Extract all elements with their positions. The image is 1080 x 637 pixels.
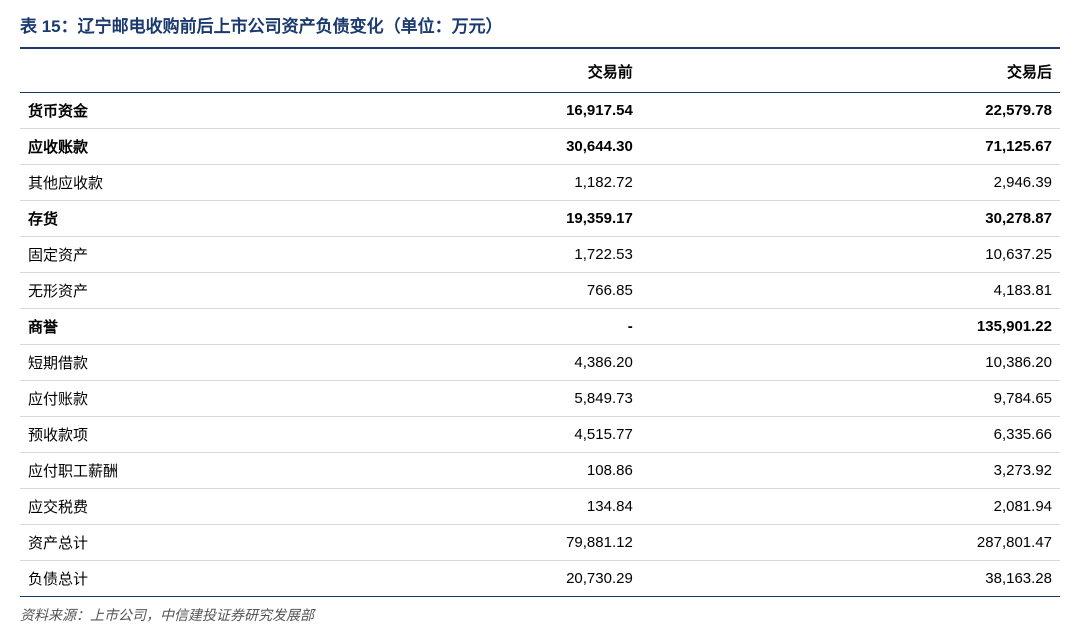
table-row: 其他应收款1,182.722,946.39 — [20, 165, 1060, 201]
source-attribution: 资料来源：上市公司，中信建投证券研究发展部 — [20, 597, 1060, 625]
table-row: 短期借款4,386.2010,386.20 — [20, 345, 1060, 381]
row-after-value: 3,273.92 — [641, 453, 1060, 489]
table-row: 固定资产1,722.5310,637.25 — [20, 237, 1060, 273]
row-after-value: 9,784.65 — [641, 381, 1060, 417]
row-before-value: 108.86 — [260, 453, 641, 489]
row-label: 应收账款 — [20, 129, 260, 165]
row-after-value: 30,278.87 — [641, 201, 1060, 237]
row-before-value: 19,359.17 — [260, 201, 641, 237]
row-before-value: 766.85 — [260, 273, 641, 309]
row-before-value: 4,386.20 — [260, 345, 641, 381]
row-after-value: 6,335.66 — [641, 417, 1060, 453]
financial-table: 交易前 交易后 货币资金16,917.5422,579.78应收账款30,644… — [20, 51, 1060, 597]
row-label: 短期借款 — [20, 345, 260, 381]
table-header-row: 交易前 交易后 — [20, 51, 1060, 93]
col-header-before: 交易前 — [260, 51, 641, 93]
row-before-value: - — [260, 309, 641, 345]
row-label: 应交税费 — [20, 489, 260, 525]
row-label: 负债总计 — [20, 561, 260, 597]
row-label: 无形资产 — [20, 273, 260, 309]
row-before-value: 1,182.72 — [260, 165, 641, 201]
table-row: 货币资金16,917.5422,579.78 — [20, 93, 1060, 129]
row-after-value: 287,801.47 — [641, 525, 1060, 561]
col-header-after: 交易后 — [641, 51, 1060, 93]
row-after-value: 4,183.81 — [641, 273, 1060, 309]
row-label: 货币资金 — [20, 93, 260, 129]
row-after-value: 71,125.67 — [641, 129, 1060, 165]
row-after-value: 2,081.94 — [641, 489, 1060, 525]
row-before-value: 30,644.30 — [260, 129, 641, 165]
row-label: 预收款项 — [20, 417, 260, 453]
row-label: 应付账款 — [20, 381, 260, 417]
row-label: 商誉 — [20, 309, 260, 345]
table-title: 表 15：辽宁邮电收购前后上市公司资产负债变化（单位：万元） — [20, 12, 1060, 49]
row-label: 存货 — [20, 201, 260, 237]
row-label: 资产总计 — [20, 525, 260, 561]
table-row: 应收账款30,644.3071,125.67 — [20, 129, 1060, 165]
row-after-value: 10,386.20 — [641, 345, 1060, 381]
row-before-value: 1,722.53 — [260, 237, 641, 273]
row-before-value: 5,849.73 — [260, 381, 641, 417]
row-after-value: 2,946.39 — [641, 165, 1060, 201]
table-row: 资产总计79,881.12287,801.47 — [20, 525, 1060, 561]
row-before-value: 79,881.12 — [260, 525, 641, 561]
table-row: 无形资产766.854,183.81 — [20, 273, 1060, 309]
row-after-value: 38,163.28 — [641, 561, 1060, 597]
table-row: 存货19,359.1730,278.87 — [20, 201, 1060, 237]
row-label: 固定资产 — [20, 237, 260, 273]
table-row: 商誉-135,901.22 — [20, 309, 1060, 345]
row-before-value: 16,917.54 — [260, 93, 641, 129]
row-after-value: 10,637.25 — [641, 237, 1060, 273]
table-row: 负债总计20,730.2938,163.28 — [20, 561, 1060, 597]
col-header-label — [20, 51, 260, 93]
row-before-value: 4,515.77 — [260, 417, 641, 453]
table-row: 应交税费134.842,081.94 — [20, 489, 1060, 525]
row-label: 其他应收款 — [20, 165, 260, 201]
row-label: 应付职工薪酬 — [20, 453, 260, 489]
row-after-value: 22,579.78 — [641, 93, 1060, 129]
row-before-value: 20,730.29 — [260, 561, 641, 597]
table-row: 预收款项4,515.776,335.66 — [20, 417, 1060, 453]
table-row: 应付账款5,849.739,784.65 — [20, 381, 1060, 417]
table-row: 应付职工薪酬108.863,273.92 — [20, 453, 1060, 489]
row-after-value: 135,901.22 — [641, 309, 1060, 345]
row-before-value: 134.84 — [260, 489, 641, 525]
